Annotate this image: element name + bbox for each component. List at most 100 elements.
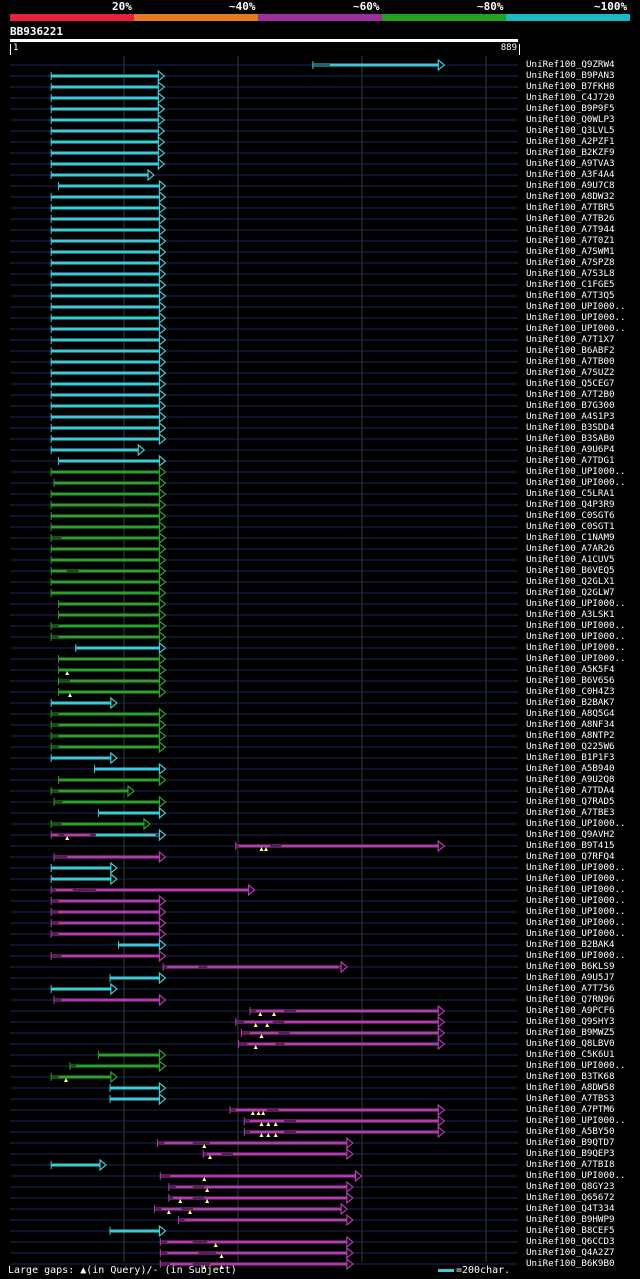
hit-label[interactable]: UniRef100_B9T415 (526, 840, 615, 851)
hit-label[interactable]: UniRef100_B9HWP9 (526, 1214, 615, 1225)
hit-label[interactable]: UniRef100_B2KZF9 (526, 147, 615, 158)
hit-label[interactable]: UniRef100_UPI000.. (526, 906, 626, 917)
hit-label[interactable]: UniRef100_C5LRA1 (526, 488, 615, 499)
hit-label[interactable]: UniRef100_Q4P3R9 (526, 499, 615, 510)
hit-label[interactable]: UniRef100_B6V6S6 (526, 675, 615, 686)
hit-label[interactable]: UniRef100_A7SWM1 (526, 246, 615, 257)
hit-label[interactable]: UniRef100_B7G300 (526, 400, 615, 411)
hit-label[interactable]: UniRef100_A7TBR5 (526, 202, 615, 213)
hit-label[interactable]: UniRef100_B6ABF2 (526, 345, 615, 356)
hit-label[interactable]: UniRef100_Q2GLW7 (526, 587, 615, 598)
hit-label[interactable]: UniRef100_A9U2Q8 (526, 774, 615, 785)
hit-label[interactable]: UniRef100_Q7RN96 (526, 994, 615, 1005)
hit-label[interactable]: UniRef100_Q0WLP3 (526, 114, 615, 125)
hit-label[interactable]: UniRef100_C0SGT6 (526, 510, 615, 521)
hit-label[interactable]: UniRef100_A3F4A4 (526, 169, 615, 180)
hit-label[interactable]: UniRef100_B2BAK4 (526, 939, 615, 950)
hit-label[interactable]: UniRef100_B6VEQ5 (526, 565, 615, 576)
hit-label[interactable]: UniRef100_A7SPZ8 (526, 257, 615, 268)
hit-label[interactable]: UniRef100_B9QTD7 (526, 1137, 615, 1148)
hit-label[interactable]: UniRef100_Q8GY23 (526, 1181, 615, 1192)
hit-label[interactable]: UniRef100_A9U7C8 (526, 180, 615, 191)
hit-label[interactable]: UniRef100_Q225W6 (526, 741, 615, 752)
hit-label[interactable]: UniRef100_A7TBI8 (526, 1159, 615, 1170)
hit-label[interactable]: UniRef100_B8CEF5 (526, 1225, 615, 1236)
hit-label[interactable]: UniRef100_UPI000.. (526, 598, 626, 609)
hit-label[interactable]: UniRef100_UPI000.. (526, 873, 626, 884)
hit-label[interactable]: UniRef100_C1FGE5 (526, 279, 615, 290)
hit-label[interactable]: UniRef100_Q7RAD5 (526, 796, 615, 807)
hit-label[interactable]: UniRef100_UPI000.. (526, 466, 626, 477)
hit-label[interactable]: UniRef100_A7TBE3 (526, 807, 615, 818)
hit-label[interactable]: UniRef100_UPI000.. (526, 895, 626, 906)
hit-label[interactable]: UniRef100_A9U5J7 (526, 972, 615, 983)
hit-label[interactable]: UniRef100_UPI000.. (526, 323, 626, 334)
hit-label[interactable]: UniRef100_UPI000.. (526, 862, 626, 873)
hit-label[interactable]: UniRef100_B9PAN3 (526, 70, 615, 81)
hit-label[interactable]: UniRef100_A7TB26 (526, 213, 615, 224)
hit-label[interactable]: UniRef100_B1P1F3 (526, 752, 615, 763)
hit-label[interactable]: UniRef100_B2BAK7 (526, 697, 615, 708)
hit-label[interactable]: UniRef100_UPI000.. (526, 1060, 626, 1071)
hit-label[interactable]: UniRef100_A7S3L8 (526, 268, 615, 279)
hit-label[interactable]: UniRef100_A9PCF6 (526, 1005, 615, 1016)
hit-label[interactable]: UniRef100_A9TVA3 (526, 158, 615, 169)
hit-label[interactable]: UniRef100_B3TK68 (526, 1071, 615, 1082)
hit-label[interactable]: UniRef100_Q2GLX1 (526, 576, 615, 587)
hit-label[interactable]: UniRef100_B7FKH8 (526, 81, 615, 92)
hit-label[interactable]: UniRef100_Q9SHY3 (526, 1016, 615, 1027)
hit-label[interactable]: UniRef100_A8DW32 (526, 191, 615, 202)
hit-label[interactable]: UniRef100_B6K9B0 (526, 1258, 615, 1269)
hit-label[interactable]: UniRef100_UPI000.. (526, 312, 626, 323)
hit-label[interactable]: UniRef100_UPI000.. (526, 928, 626, 939)
hit-label[interactable]: UniRef100_Q4A2Z7 (526, 1247, 615, 1258)
hit-label[interactable]: UniRef100_UPI000.. (526, 818, 626, 829)
hit-label[interactable]: UniRef100_A5BY50 (526, 1126, 615, 1137)
hit-label[interactable]: UniRef100_A7T2B0 (526, 389, 615, 400)
hit-label[interactable]: UniRef100_UPI000.. (526, 950, 626, 961)
hit-label[interactable]: UniRef100_UPI000.. (526, 620, 626, 631)
hit-label[interactable]: UniRef100_Q4T334 (526, 1203, 615, 1214)
hit-label[interactable]: UniRef100_UPI000.. (526, 642, 626, 653)
hit-label[interactable]: UniRef100_A2PZF1 (526, 136, 615, 147)
hit-label[interactable]: UniRef100_A8NF34 (526, 719, 615, 730)
hit-label[interactable]: UniRef100_B9P9F5 (526, 103, 615, 114)
hit-label[interactable]: UniRef100_C0H4Z3 (526, 686, 615, 697)
hit-label[interactable]: UniRef100_UPI000.. (526, 1115, 626, 1126)
hit-label[interactable]: UniRef100_A7T3Q5 (526, 290, 615, 301)
hit-label[interactable]: UniRef100_C0SGT1 (526, 521, 615, 532)
hit-label[interactable]: UniRef100_A7AR26 (526, 543, 615, 554)
hit-label[interactable]: UniRef100_Q9ZRW4 (526, 59, 615, 70)
hit-label[interactable]: UniRef100_Q65672 (526, 1192, 615, 1203)
hit-label[interactable]: UniRef100_A3LSK1 (526, 609, 615, 620)
hit-label[interactable]: UniRef100_A9U6P4 (526, 444, 615, 455)
hit-label[interactable]: UniRef100_C5K6U1 (526, 1049, 615, 1060)
hit-label[interactable]: UniRef100_C1NAM9 (526, 532, 615, 543)
hit-label[interactable]: UniRef100_A7T944 (526, 224, 615, 235)
hit-label[interactable]: UniRef100_Q6CCD3 (526, 1236, 615, 1247)
hit-label[interactable]: UniRef100_A8NTP2 (526, 730, 615, 741)
hit-label[interactable]: UniRef100_A7PTM6 (526, 1104, 615, 1115)
hit-label[interactable]: UniRef100_A7TDA4 (526, 785, 615, 796)
hit-label[interactable]: UniRef100_B3SDD4 (526, 422, 615, 433)
hit-label[interactable]: UniRef100_A7TBS3 (526, 1093, 615, 1104)
hit-label[interactable]: UniRef100_Q3LVL5 (526, 125, 615, 136)
hit-label[interactable]: UniRef100_A7T0Z1 (526, 235, 615, 246)
hit-label[interactable]: UniRef100_UPI000.. (526, 884, 626, 895)
hit-label[interactable]: UniRef100_UPI000.. (526, 1170, 626, 1181)
hit-label[interactable]: UniRef100_A7TDG1 (526, 455, 615, 466)
hit-label[interactable]: UniRef100_A5K5F4 (526, 664, 615, 675)
hit-label[interactable]: UniRef100_B6KLS9 (526, 961, 615, 972)
hit-label[interactable]: UniRef100_Q5CEG7 (526, 378, 615, 389)
hit-label[interactable]: UniRef100_A7T756 (526, 983, 615, 994)
hit-label[interactable]: UniRef100_Q9AVH2 (526, 829, 615, 840)
hit-label[interactable]: UniRef100_A7TB00 (526, 356, 615, 367)
hit-label[interactable]: UniRef100_A4S1P3 (526, 411, 615, 422)
hit-label[interactable]: UniRef100_Q8LBV0 (526, 1038, 615, 1049)
hit-label[interactable]: UniRef100_UPI000.. (526, 653, 626, 664)
hit-label[interactable]: UniRef100_UPI000.. (526, 301, 626, 312)
hit-label[interactable]: UniRef100_UPI000.. (526, 631, 626, 642)
hit-label[interactable]: UniRef100_B9MWZ5 (526, 1027, 615, 1038)
hit-label[interactable]: UniRef100_B9QEP3 (526, 1148, 615, 1159)
hit-label[interactable]: UniRef100_A1CUV5 (526, 554, 615, 565)
